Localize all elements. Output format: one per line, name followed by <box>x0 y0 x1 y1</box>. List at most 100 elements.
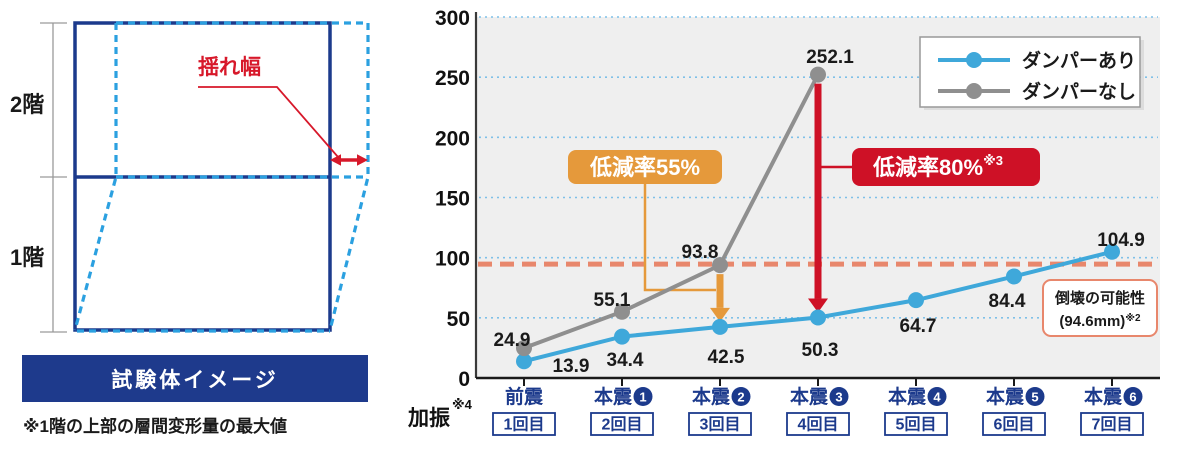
specimen-caption-bar: 試験体イメージ <box>22 355 368 402</box>
tspan: (94.6mm) <box>1059 313 1125 330</box>
collapse-label-line1: 倒壊の可能性 <box>1054 289 1145 307</box>
x-category-number: 6 <box>1129 390 1136 405</box>
data-label: 24.9 <box>494 330 531 351</box>
y-tick-label: 0 <box>458 368 470 391</box>
y-tick-label: 200 <box>435 127 470 150</box>
round-count-label: 5回目 <box>896 416 937 434</box>
x-category-number-circle <box>1123 387 1143 406</box>
damper-comparison-chart: 13.9 34.4 42.5 50.3 64.7 84.4 104.9 24.9 55.1 93.… <box>407 7 1160 436</box>
tspan: 低減率55% <box>589 155 700 180</box>
data-point <box>908 292 924 309</box>
round-count-box <box>884 412 948 436</box>
round-count-box <box>982 412 1046 436</box>
sway-arrow-right-head <box>357 154 368 166</box>
data-label: 13.9 <box>553 356 590 377</box>
data-label: 84.4 <box>989 291 1026 312</box>
data-point <box>810 66 826 83</box>
data-label: 50.3 <box>802 340 839 361</box>
y-tick-label: 250 <box>435 67 470 90</box>
round-count-box <box>688 412 752 436</box>
data-label: 42.5 <box>708 347 745 368</box>
y-tick-label: 50 <box>447 308 470 331</box>
y-tick-label: 150 <box>435 188 470 211</box>
building-diagram: 2階 1階 揺れ幅 <box>10 21 370 333</box>
data-label: 34.4 <box>607 350 644 371</box>
data-point <box>810 309 826 326</box>
data-point <box>614 328 630 345</box>
sway-arrow-left-head <box>330 154 341 166</box>
specimen-panel: 2階 1階 揺れ幅 試験体イメージ ※1階の上部の層間変形量の最大値 <box>0 0 400 464</box>
x-axis-title-sup: ※4 <box>452 397 473 412</box>
tspan: ※3 <box>983 153 1003 168</box>
data-label: 93.8 <box>682 242 719 263</box>
frame-deformed <box>328 23 370 331</box>
round-count-label: 4回目 <box>798 416 839 434</box>
collapse-threshold-box <box>1042 279 1158 337</box>
x-category-number: 5 <box>1031 390 1038 405</box>
footnote-1f-deformation: ※1階の上部の層間変形量の最大値 <box>23 417 287 436</box>
y-tick-label: 100 <box>435 248 470 271</box>
x-category-number-circle <box>927 387 947 406</box>
legend-label: ダンパーなし <box>1022 80 1136 103</box>
x-category-label: 本震 <box>888 385 927 408</box>
tspan: 低減率80% <box>872 155 983 180</box>
collapse-label-line2: (94.6mm)※2 <box>1059 312 1141 330</box>
y-tick-label: 300 <box>435 7 470 30</box>
data-label: 104.9 <box>1097 230 1145 251</box>
legend-dot <box>966 83 982 99</box>
chart-panel: 13.9 34.4 42.5 50.3 64.7 84.4 104.9 24.9 55.1 93.… <box>400 0 1180 464</box>
floor-label-2f: 2階 <box>10 92 44 117</box>
data-label: 55.1 <box>594 290 631 311</box>
x-category-label: 前震 <box>505 385 544 408</box>
reduction-arrow-shaft <box>716 274 724 308</box>
x-category-number: 3 <box>835 390 842 405</box>
x-category-number: 1 <box>639 390 646 405</box>
reduction-arrow-shaft <box>814 83 822 299</box>
data-point <box>516 340 532 357</box>
sway-width-label: 揺れ幅 <box>198 55 261 79</box>
x-category-number-circle <box>731 387 751 406</box>
x-category-label: 本震 <box>790 385 829 408</box>
round-count-box <box>492 412 556 436</box>
x-category-number-circle <box>633 387 653 406</box>
round-count-box <box>1080 412 1144 436</box>
round-count-box <box>786 412 850 436</box>
x-category-number-circle <box>1025 387 1045 406</box>
reduction-rate-label: 低減率55% <box>589 155 700 180</box>
reduction-arrow-head <box>710 307 730 322</box>
round-count-label: 3回目 <box>700 416 741 434</box>
x-category-label: 本震 <box>1084 385 1123 408</box>
round-count-label: 2回目 <box>602 416 643 434</box>
x-axis-title: 加振 <box>407 407 450 430</box>
reduction-rate-box <box>852 148 1040 186</box>
x-category-number-circle <box>829 387 849 406</box>
legend-box <box>919 36 1141 108</box>
tspan: ※2 <box>1125 312 1141 324</box>
legend-dot <box>966 52 982 68</box>
floor-label-1f: 1階 <box>10 245 44 270</box>
reduction-rate-label: 低減率80%※3 <box>872 153 1003 180</box>
data-point <box>1104 243 1120 260</box>
data-point <box>516 353 532 370</box>
x-category-label: 本震 <box>594 385 633 408</box>
data-label: 64.7 <box>900 316 937 337</box>
frame-deformed <box>73 23 118 331</box>
data-point <box>712 318 728 335</box>
data-point <box>1006 268 1022 285</box>
x-category-number: 2 <box>737 390 744 405</box>
x-category-label: 本震 <box>692 385 731 408</box>
x-category-label: 本震 <box>986 385 1025 408</box>
x-category-number: 4 <box>933 390 941 405</box>
reduction-rate-box <box>568 150 722 184</box>
legend-label: ダンパーあり <box>1022 49 1136 72</box>
data-point <box>614 303 630 320</box>
round-count-box <box>590 412 654 436</box>
reduction-arrow-head <box>808 298 828 313</box>
sway-leader-line <box>198 86 339 158</box>
series-line-ダンパーなし <box>523 73 820 350</box>
data-label: 252.1 <box>806 47 854 68</box>
round-count-label: 6回目 <box>994 416 1035 434</box>
annotation-connector <box>643 184 716 292</box>
data-point <box>712 257 728 274</box>
